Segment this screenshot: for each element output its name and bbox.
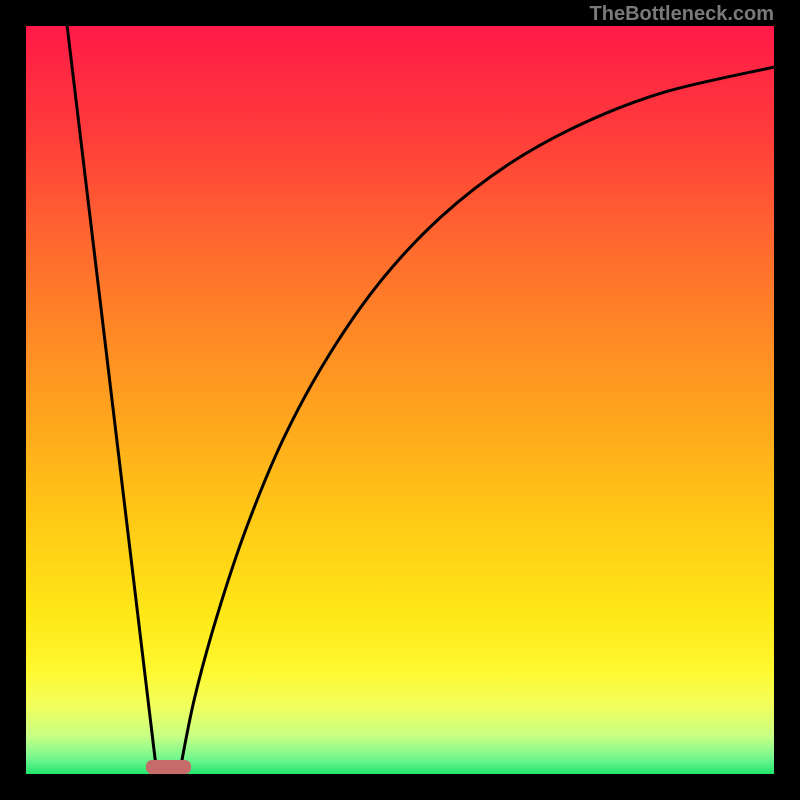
plot-area xyxy=(26,26,774,774)
bottleneck-curve xyxy=(26,26,774,774)
optimal-marker xyxy=(146,760,191,774)
chart-container: TheBottleneck.com xyxy=(0,0,800,800)
watermark: TheBottleneck.com xyxy=(590,3,774,26)
